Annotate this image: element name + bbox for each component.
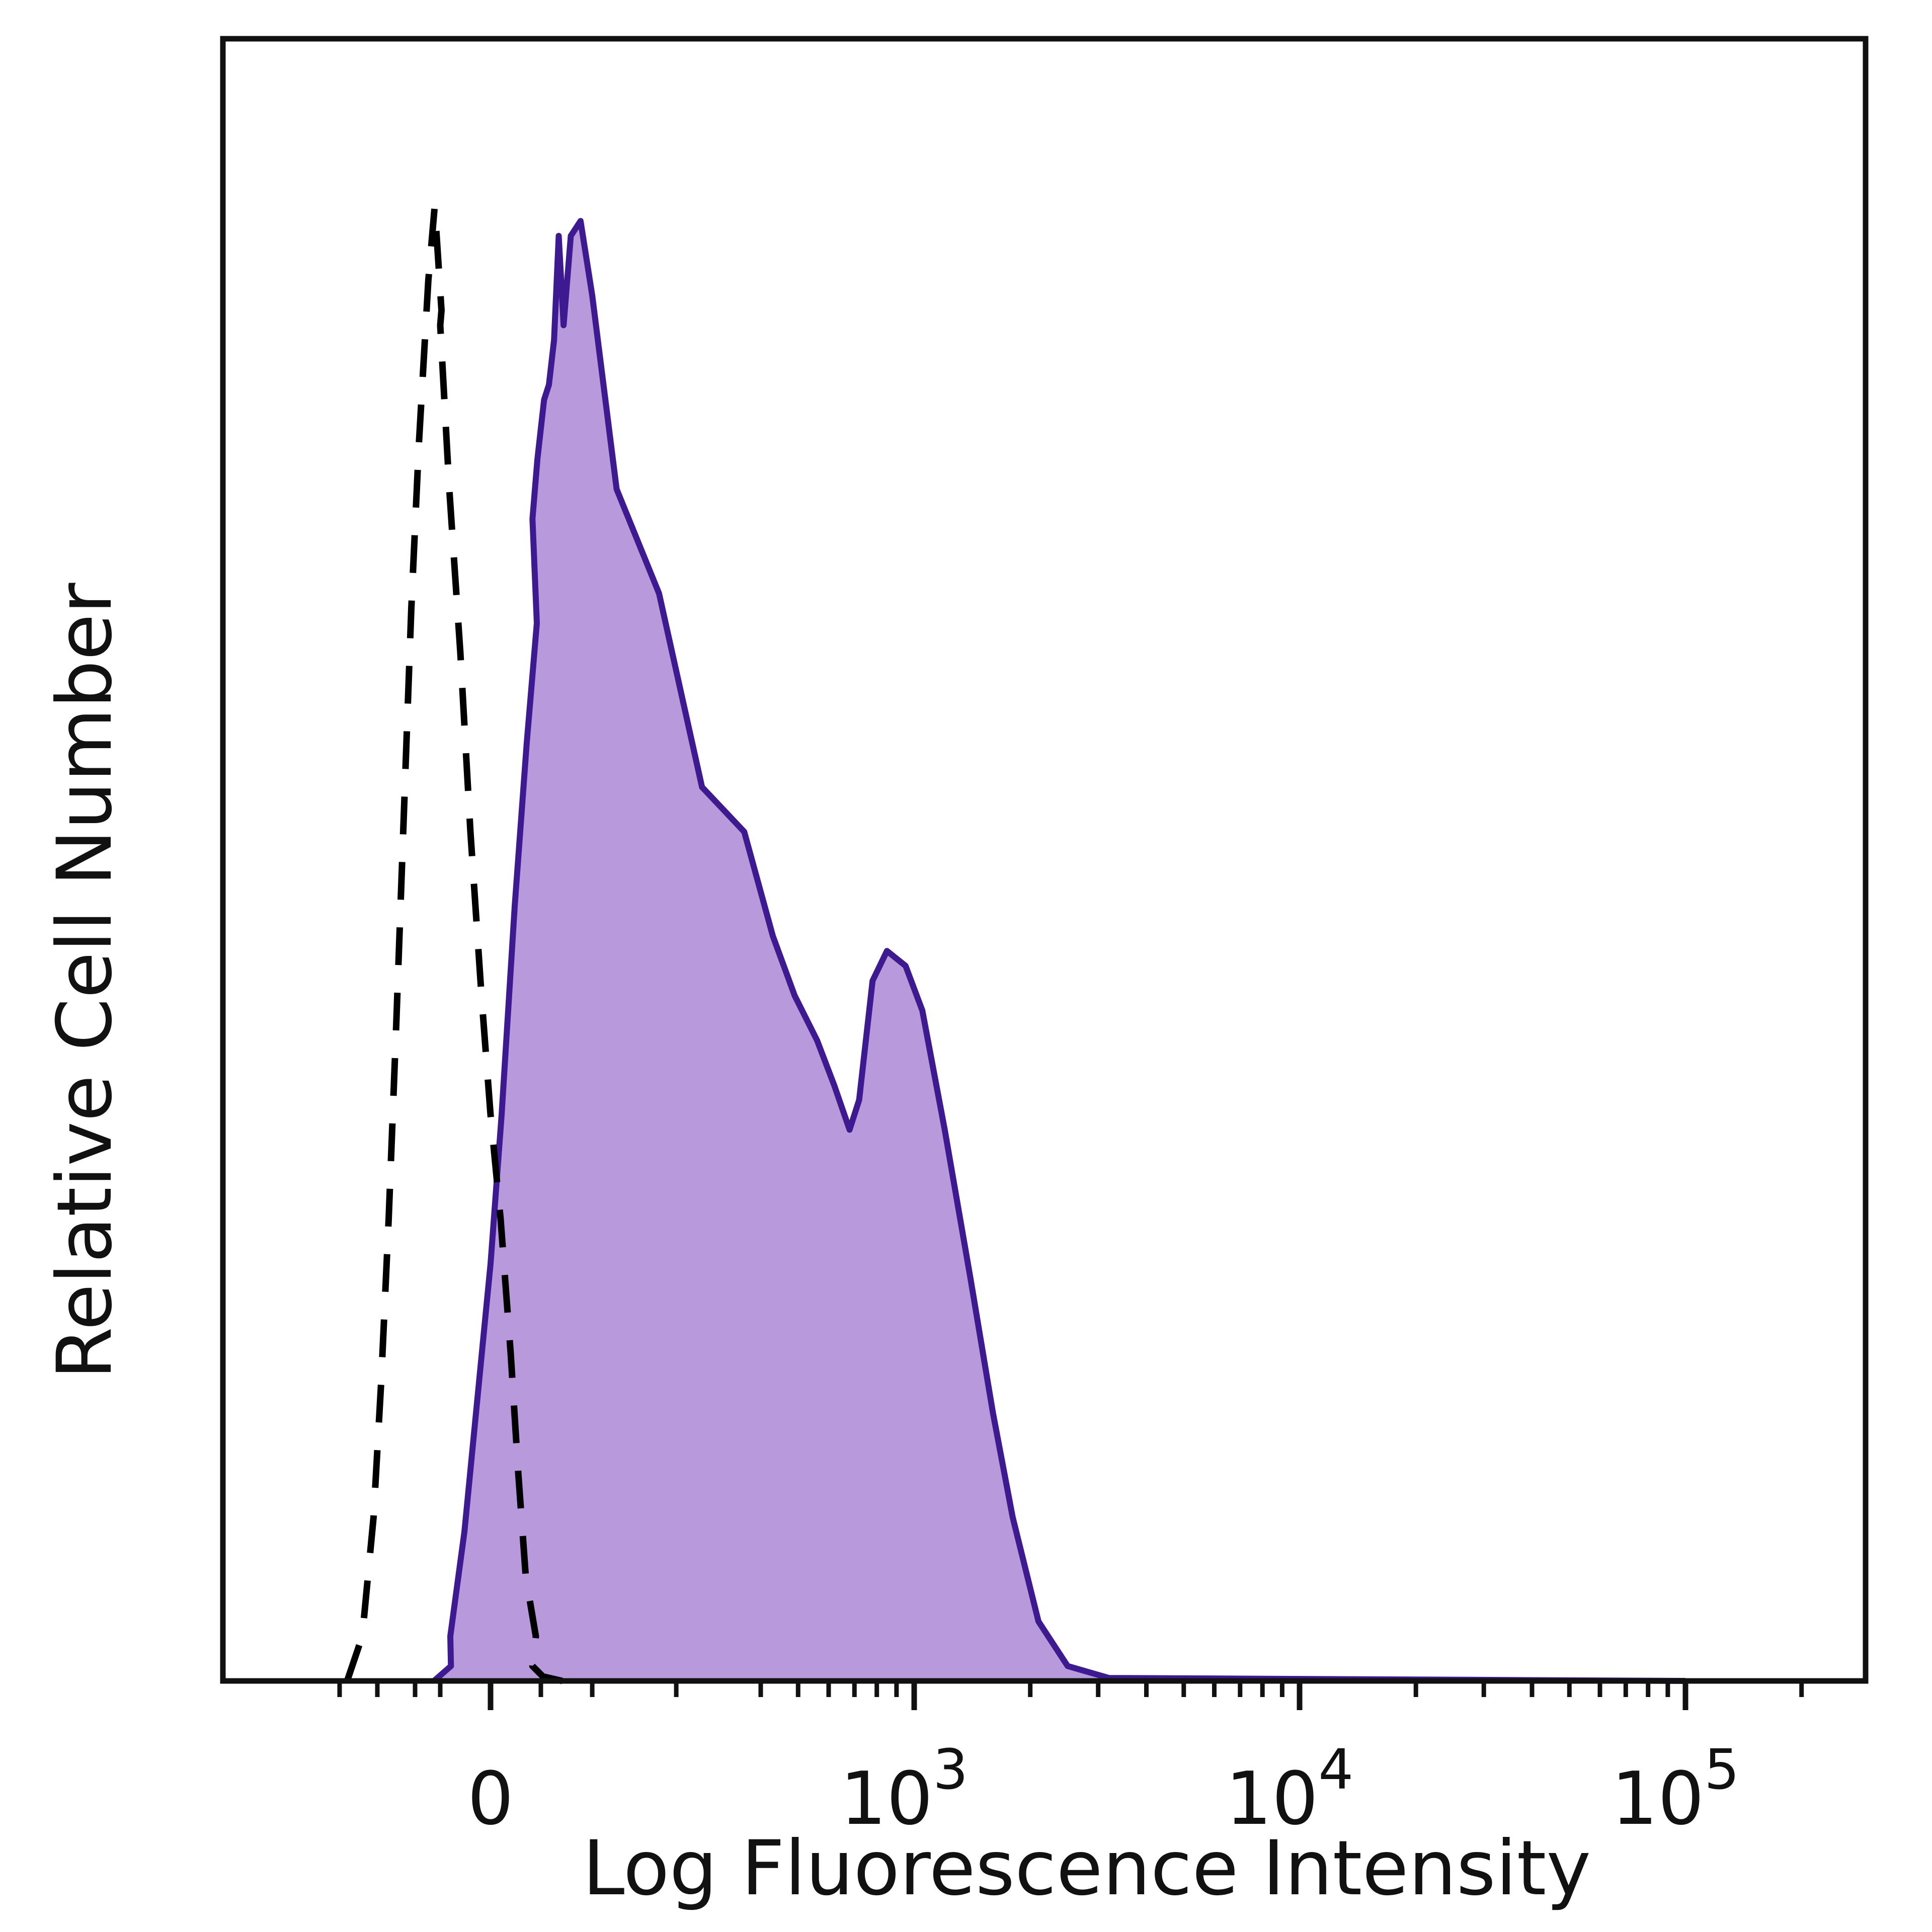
x-tick-label-mantissa: 10 xyxy=(1612,1756,1705,1841)
x-axis-ticks xyxy=(337,1681,1804,1710)
x-axis-title: Log Fluorescence Intensity xyxy=(583,1825,1591,1912)
x-tick-label: 104 xyxy=(1226,1737,1354,1841)
y-axis-title: Relative Cell Number xyxy=(41,583,129,1380)
dashed-control-histogram xyxy=(344,203,563,1684)
x-tick-label-mantissa: 10 xyxy=(840,1756,933,1841)
plot-frame xyxy=(220,36,1869,1684)
x-tick-label: 103 xyxy=(840,1737,969,1841)
x-tick-label-exponent: 4 xyxy=(1318,1737,1353,1802)
x-tick-label-mantissa: 0 xyxy=(467,1756,514,1841)
x-axis-tick-labels: 0 103 104 105 xyxy=(467,1737,1739,1841)
filled-histogram-outline xyxy=(432,218,1686,1684)
x-tick-label: 0 xyxy=(467,1756,514,1841)
x-tick-label-exponent: 3 xyxy=(933,1737,968,1802)
x-tick-label-mantissa: 10 xyxy=(1226,1756,1319,1841)
x-tick-label: 105 xyxy=(1612,1737,1740,1841)
x-tick-label-exponent: 5 xyxy=(1704,1737,1739,1802)
series-layer xyxy=(344,203,1686,1684)
filled-histogram-area xyxy=(434,221,1685,1681)
